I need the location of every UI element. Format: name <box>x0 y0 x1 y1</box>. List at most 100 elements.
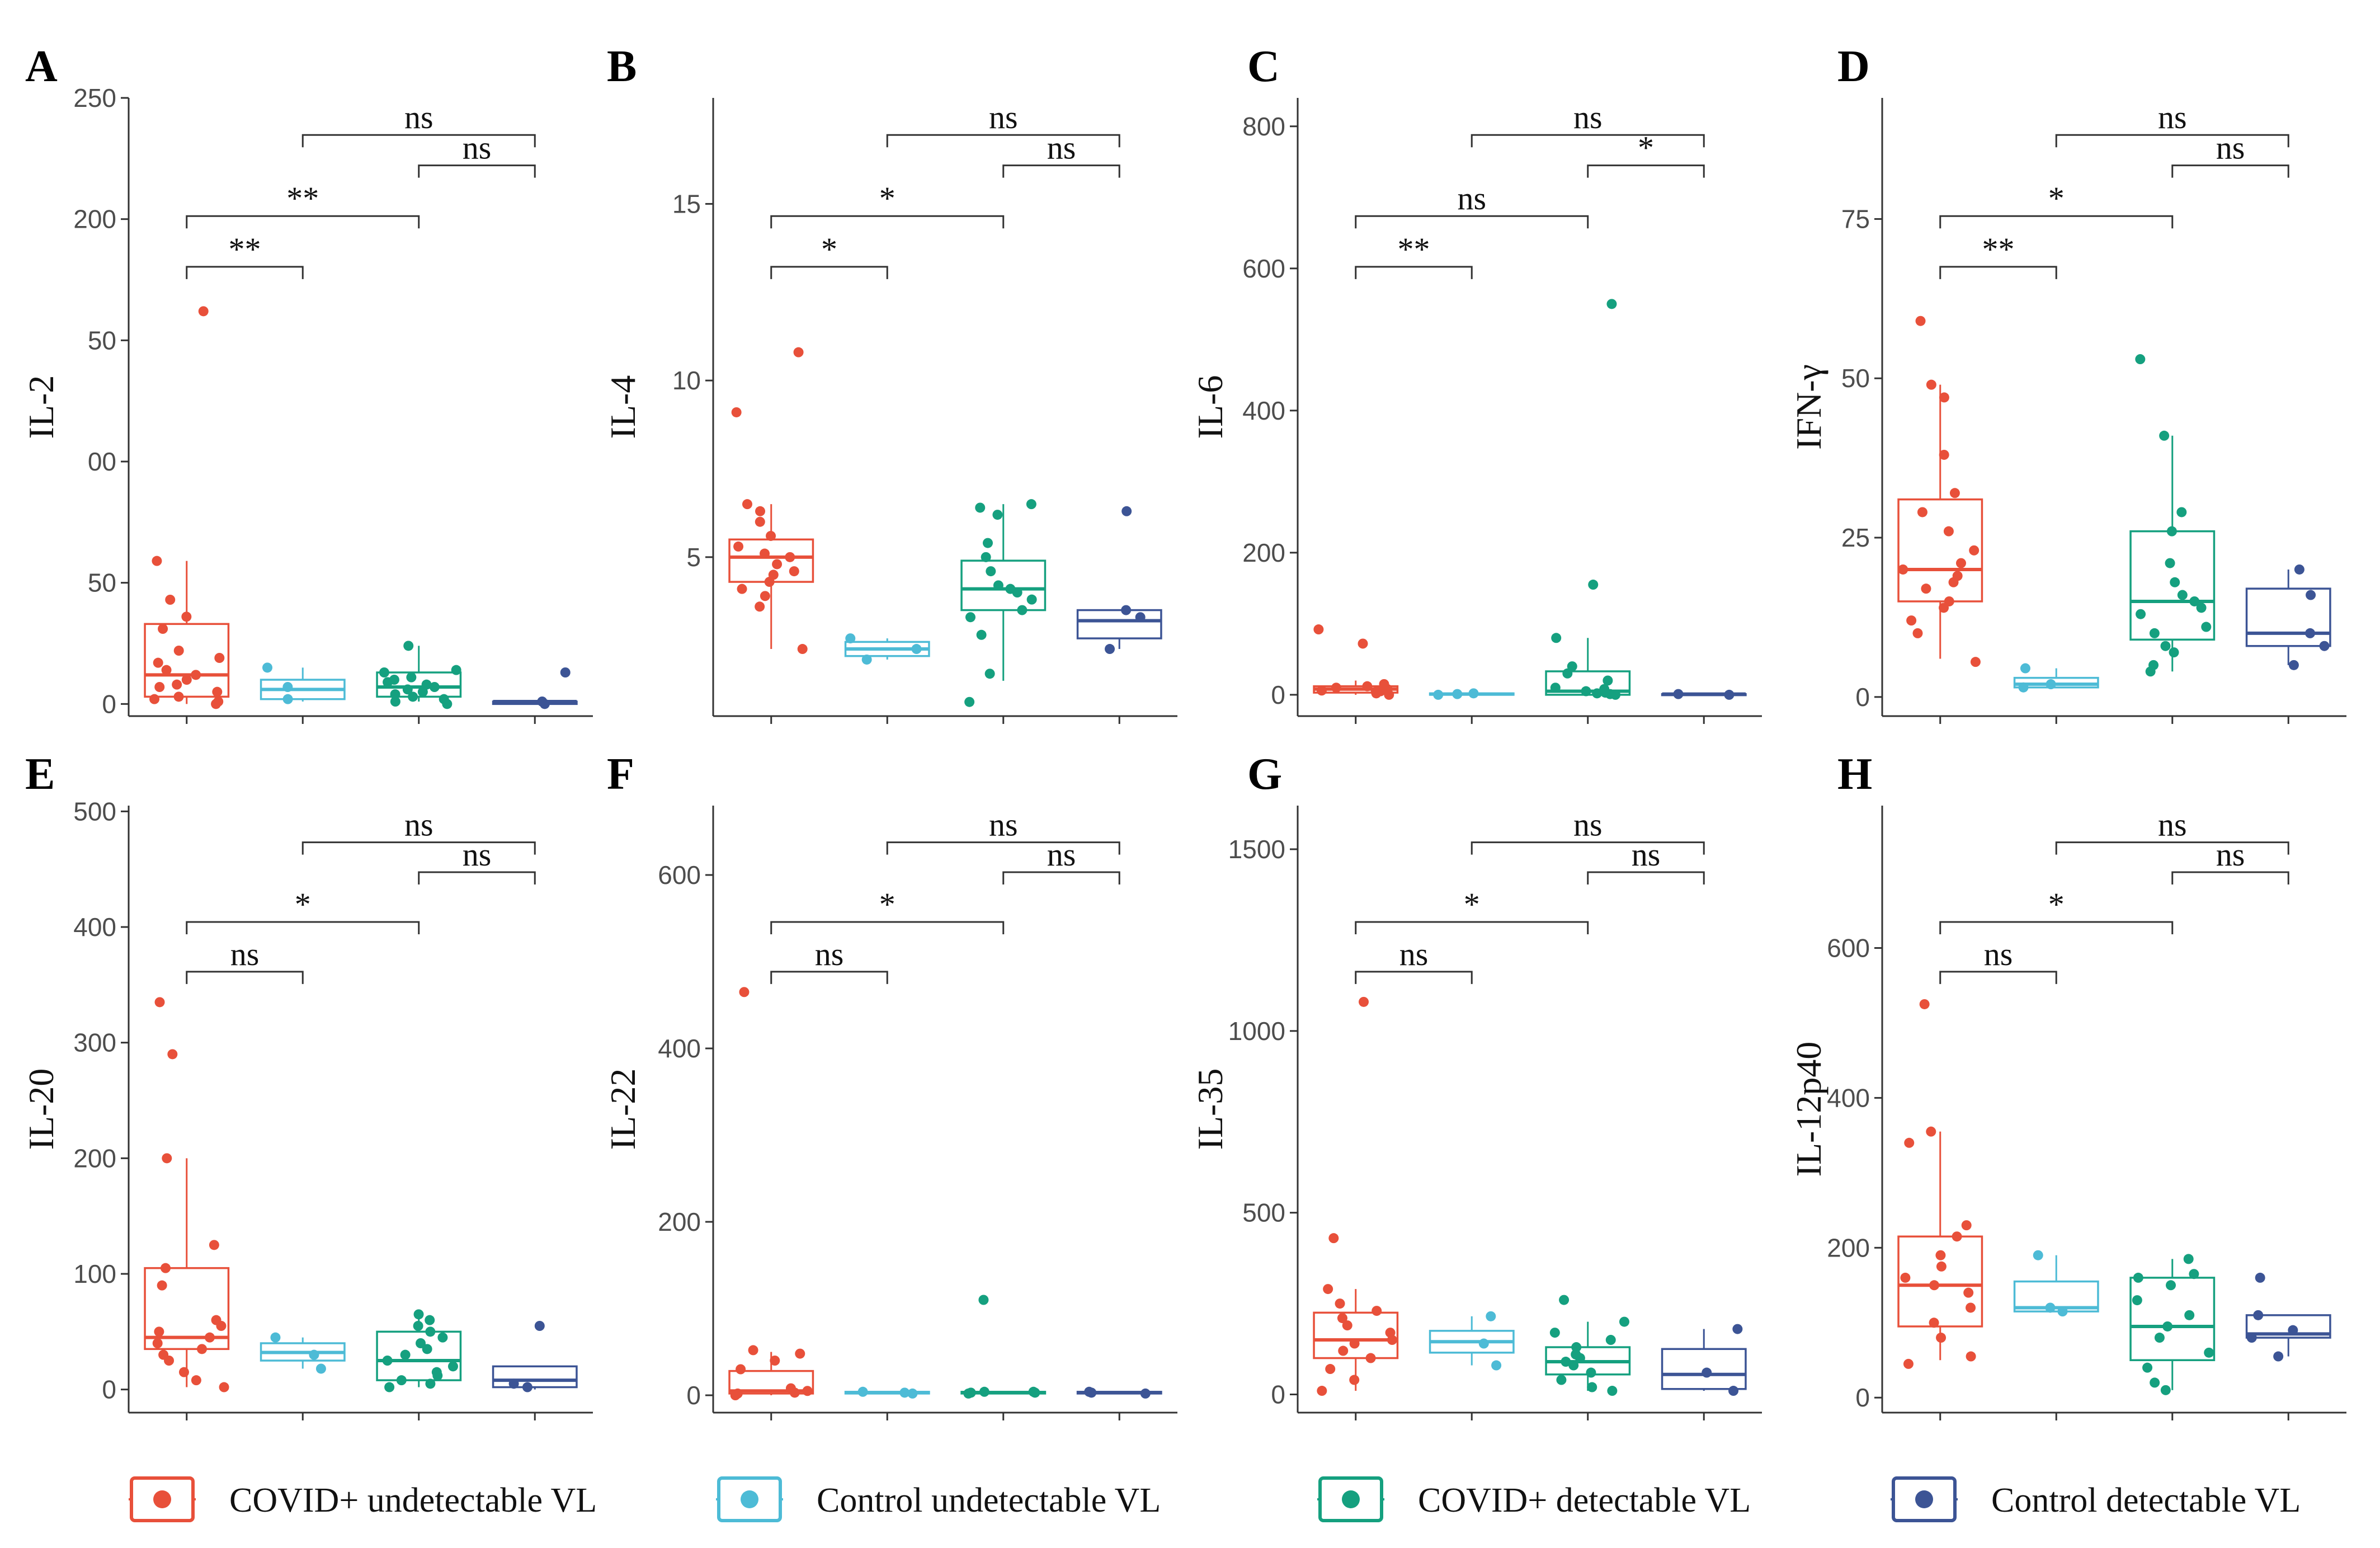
data-point <box>209 1240 219 1250</box>
significance-label: ** <box>286 180 319 217</box>
data-point <box>1966 1351 1976 1362</box>
data-point <box>2177 590 2188 600</box>
significance-bracket <box>301 841 536 855</box>
data-point <box>2045 1302 2056 1313</box>
significance-label: ns <box>1573 807 1603 843</box>
data-point <box>282 682 293 692</box>
y-tick-label: 00 <box>88 447 116 476</box>
y-tick-label: 50 <box>88 568 116 597</box>
legend-item: COVID+ undetectable VL <box>129 1476 597 1522</box>
data-point <box>2253 1310 2264 1320</box>
y-tick-label: 250 <box>73 83 116 112</box>
data-point <box>1732 1324 1743 1334</box>
data-point <box>2159 430 2170 441</box>
data-point <box>161 1263 171 1273</box>
significance-bracket <box>1355 971 1473 984</box>
data-point <box>560 667 571 677</box>
data-point <box>212 686 223 697</box>
data-point <box>437 1332 448 1343</box>
data-point <box>1724 689 1735 700</box>
data-point <box>1342 1320 1352 1331</box>
data-point <box>992 510 1003 520</box>
y-tick-label: 50 <box>1841 364 1870 393</box>
data-point <box>262 662 273 673</box>
box-iqr <box>376 671 462 698</box>
data-point <box>158 1349 169 1360</box>
data-point <box>1317 1386 1327 1396</box>
data-point <box>1017 605 1028 615</box>
data-point <box>219 1382 229 1392</box>
significance-bracket <box>186 921 420 934</box>
y-tick-label: 0 <box>1855 1383 1870 1412</box>
significance-bracket <box>1471 134 1705 148</box>
data-point <box>2183 1254 2194 1264</box>
data-point <box>315 1363 326 1374</box>
data-point <box>1559 1295 1570 1305</box>
legend-label: COVID+ undetectable VL <box>229 1481 597 1519</box>
data-point <box>447 1361 458 1372</box>
data-point <box>406 672 417 683</box>
significance-bracket <box>186 971 304 984</box>
significance-bracket <box>1002 164 1120 178</box>
legend-label: Control detectable VL <box>1991 1481 2301 1519</box>
data-point <box>772 559 783 570</box>
data-point <box>1607 1386 1618 1396</box>
box-iqr <box>1897 1235 1983 1328</box>
data-point <box>1963 1287 1974 1298</box>
data-point <box>760 591 770 601</box>
y-tick-label: 75 <box>1841 204 1870 233</box>
panel-label: H <box>1837 750 1872 799</box>
significance-bracket <box>1355 266 1473 279</box>
significance-label: ns <box>989 99 1018 135</box>
significance-bracket <box>770 971 888 984</box>
data-point <box>425 1326 436 1337</box>
data-point <box>732 1388 743 1399</box>
data-point <box>2184 1310 2195 1320</box>
significance-bracket <box>1355 215 1589 229</box>
y-tick-label: 25 <box>1841 523 1870 552</box>
data-point <box>1323 1284 1333 1295</box>
significance-label: ns <box>815 936 844 972</box>
data-point <box>400 1349 411 1360</box>
data-point <box>2201 622 2212 632</box>
y-tick-label: 0 <box>1271 680 1285 709</box>
data-point <box>270 1332 281 1343</box>
data-point <box>384 1382 395 1392</box>
data-point <box>1926 1126 1936 1137</box>
data-point <box>965 1387 976 1398</box>
data-point <box>421 679 432 690</box>
data-point <box>986 566 996 577</box>
data-point <box>282 694 293 704</box>
significance-bracket <box>2055 841 2289 855</box>
data-point <box>1952 1231 1962 1242</box>
data-point <box>396 1375 407 1386</box>
data-point <box>1549 1328 1560 1338</box>
box-iqr <box>2245 1314 2331 1339</box>
significance-label: ns <box>989 807 1018 843</box>
data-point <box>149 694 160 704</box>
data-point <box>1365 1353 1376 1363</box>
data-point <box>1571 1342 1582 1353</box>
data-point <box>1952 571 1963 581</box>
significance-label: ns <box>404 807 433 843</box>
significance-label: ** <box>1398 231 1430 267</box>
data-point <box>191 1375 201 1386</box>
data-point <box>1135 612 1146 623</box>
panel-label: D <box>1837 42 1870 91</box>
data-point <box>1900 1272 1911 1283</box>
legend-label: Control undetectable VL <box>817 1481 1161 1519</box>
data-point <box>204 1332 215 1343</box>
data-point <box>1568 1360 1579 1371</box>
significance-bracket <box>186 266 304 279</box>
data-point <box>1970 657 1981 667</box>
box-iqr <box>2013 1280 2099 1312</box>
data-point <box>2288 660 2299 670</box>
data-point <box>1949 488 1960 498</box>
y-tick-label: 500 <box>73 797 116 826</box>
y-tick-label: 200 <box>73 205 116 234</box>
data-point <box>760 548 770 559</box>
data-point <box>976 629 987 640</box>
data-point <box>2135 354 2146 365</box>
